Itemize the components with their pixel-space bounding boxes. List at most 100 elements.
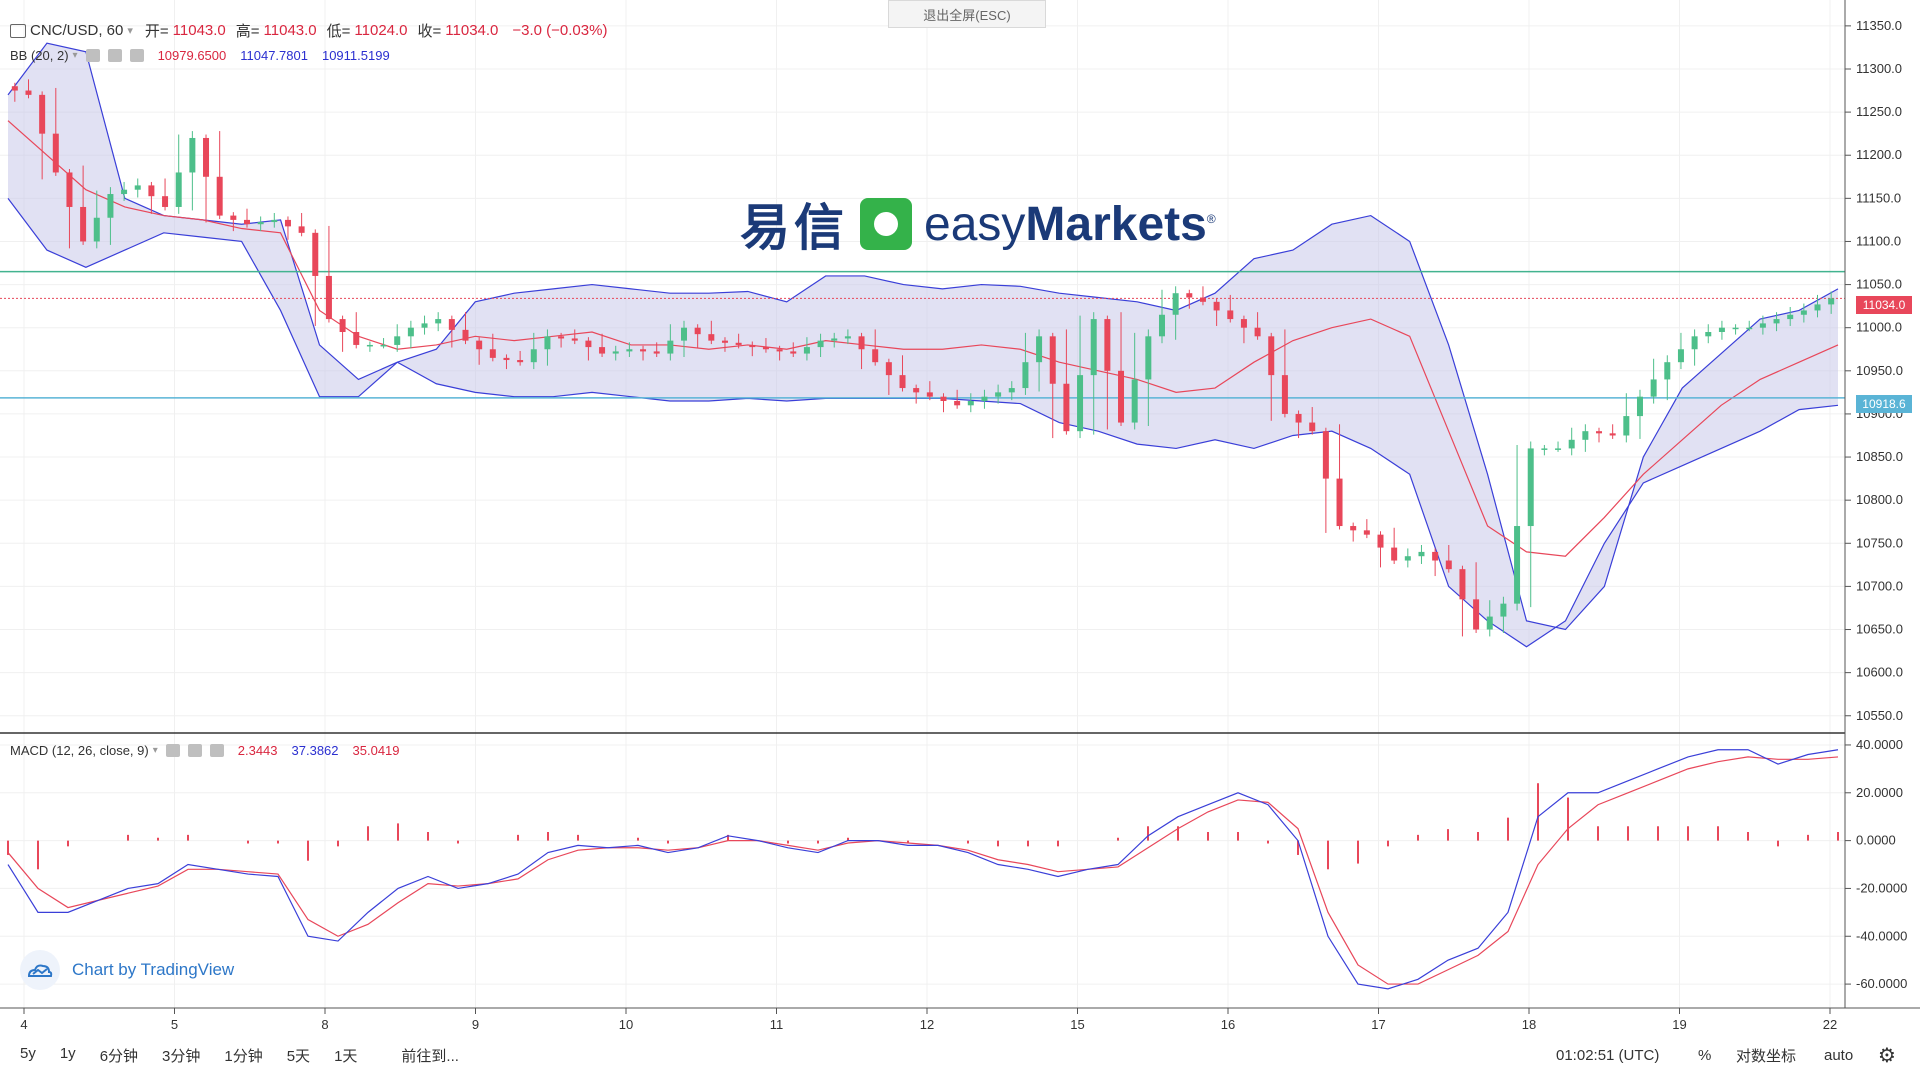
bb-name[interactable]: BB (20, 2) — [10, 48, 69, 63]
candle — [39, 91, 46, 180]
candle-body — [448, 319, 455, 330]
candle-body — [681, 327, 688, 341]
tradingview-text[interactable]: Chart by TradingView — [72, 960, 235, 979]
candle — [776, 345, 783, 361]
candle — [52, 87, 59, 176]
candle-body — [585, 340, 592, 348]
price-tick-label: 11300.0 — [1856, 61, 1902, 76]
candle-body — [1664, 362, 1671, 380]
candle-body — [93, 217, 100, 242]
chart-grid — [0, 0, 1845, 1008]
candle-body — [462, 329, 469, 341]
candle-body — [1227, 310, 1234, 320]
candle — [1582, 424, 1589, 452]
goto-button[interactable]: 前往到... — [401, 1047, 459, 1065]
candle — [544, 329, 551, 366]
macd-legend: MACD (12, 26, close, 9) ▾ 2.3443 37.3862… — [10, 743, 400, 758]
candle-body — [1404, 556, 1411, 561]
candle — [1787, 306, 1794, 326]
time-tick-label: 12 — [920, 1017, 934, 1032]
range-button[interactable]: 5y — [20, 1044, 36, 1062]
range-button[interactable]: 5天 — [286, 1047, 311, 1065]
candle-body — [640, 349, 647, 352]
candle — [1568, 427, 1575, 456]
range-button[interactable]: 6分钟 — [99, 1047, 139, 1065]
candle — [148, 181, 155, 214]
gear-icon[interactable]: ⚙ — [1878, 1044, 1896, 1067]
exit-fullscreen-button[interactable]: 退出全屏(ESC) — [888, 0, 1046, 28]
candle-body — [353, 332, 360, 345]
candle — [394, 324, 401, 352]
candle-body — [776, 349, 783, 352]
candle-body — [1090, 319, 1097, 376]
candle-body — [694, 327, 701, 335]
auto-toggle[interactable]: auto — [1824, 1046, 1854, 1064]
candle-body — [1254, 327, 1261, 337]
candle-body — [298, 226, 305, 233]
clock[interactable]: 01:02:51 (UTC) — [1556, 1046, 1660, 1064]
eye-icon[interactable] — [85, 49, 100, 62]
bottom-toolbar: 5y 1y 6分钟 3分钟 1分钟 5天 1天 前往到... 01:02:51 (UTC) … — [0, 1030, 1920, 1080]
candle-body — [52, 133, 59, 173]
candle-body — [626, 349, 633, 352]
time-axis[interactable]: 4 5 8 9 10 11 12 15 16 17 18 19 22 — [20, 1008, 1837, 1032]
macd-name[interactable]: MACD (12, 26, close, 9) — [10, 743, 149, 758]
menu-icon[interactable] — [10, 23, 26, 38]
macd-axis[interactable]: 40.0000 20.0000 0.0000 -20.0000 -40.0000 -60.… — [1845, 737, 1907, 991]
macd-tick-label: -60.0000 — [1856, 976, 1907, 991]
candle — [80, 165, 87, 245]
symbol-title[interactable]: CNC/USD, 60 — [30, 22, 124, 39]
time-tick-label: 17 — [1371, 1017, 1385, 1032]
tradingview-badge[interactable]: Chart by TradingView — [20, 950, 234, 990]
candle — [612, 345, 619, 361]
range-button[interactable]: 1y — [59, 1044, 76, 1062]
candle-body — [1336, 478, 1343, 527]
candle — [339, 315, 346, 352]
candle-body — [1814, 304, 1821, 311]
candle-body — [1186, 293, 1193, 298]
candle — [421, 315, 428, 335]
horizontal-lines[interactable] — [0, 270, 1845, 399]
close-icon[interactable] — [209, 744, 224, 757]
candle-body — [1541, 448, 1548, 450]
log-toggle[interactable]: 对数坐标 — [1736, 1047, 1797, 1065]
chevron-down-icon[interactable]: ▾ — [152, 745, 158, 756]
candle-body — [66, 172, 73, 207]
candle — [1445, 545, 1452, 573]
range-button[interactable]: 1天 — [334, 1047, 358, 1065]
gear-icon[interactable] — [187, 744, 202, 757]
range-button[interactable]: 3分钟 — [162, 1047, 201, 1065]
candle-body — [1473, 599, 1480, 630]
bb-legend: BB (20, 2) ▾ 10979.6500 11047.7801 10911… — [10, 48, 390, 63]
candle — [25, 79, 32, 99]
bb-lower-value: 10911.5199 — [321, 48, 390, 63]
candle-body — [544, 336, 551, 350]
candle — [503, 354, 510, 370]
bb-basis-line — [7, 120, 1839, 557]
logo-cn-text: 易信 — [740, 199, 848, 257]
candle — [995, 384, 1002, 404]
price-tick-label: 11100.0 — [1856, 233, 1901, 248]
time-tick-label: 9 — [472, 1017, 479, 1032]
candle-body — [489, 349, 496, 358]
price-axis[interactable]: 11350.0 11300.0 11250.0 11200.0 11150.0 11100… — [1845, 18, 1903, 723]
candle — [1309, 407, 1316, 435]
candle — [107, 187, 114, 245]
candle-body — [1787, 314, 1794, 320]
candle-body — [39, 94, 46, 134]
percent-toggle[interactable]: % — [1698, 1046, 1712, 1064]
candle-body — [667, 340, 674, 354]
chevron-down-icon[interactable]: ▾ — [72, 50, 78, 61]
high-label: 高= — [235, 23, 260, 40]
close-icon[interactable] — [129, 49, 144, 62]
candle — [1623, 393, 1630, 443]
eye-icon[interactable] — [165, 744, 180, 757]
candle — [284, 216, 291, 240]
range-button[interactable]: 1分钟 — [224, 1047, 263, 1065]
price-tick-label: 11200.0 — [1856, 147, 1902, 162]
candle — [489, 333, 496, 362]
candle — [1514, 444, 1521, 611]
gear-icon[interactable] — [107, 49, 122, 62]
chevron-down-icon[interactable]: ▾ — [127, 25, 133, 37]
